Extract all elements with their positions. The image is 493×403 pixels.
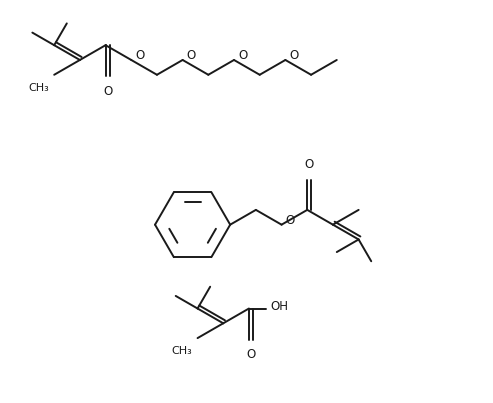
Text: CH₃: CH₃ — [29, 83, 49, 93]
Text: O: O — [285, 214, 295, 227]
Text: O: O — [135, 48, 144, 62]
Text: CH₃: CH₃ — [172, 346, 193, 356]
Text: O: O — [305, 158, 314, 171]
Text: OH: OH — [271, 300, 289, 313]
Text: O: O — [103, 85, 112, 98]
Text: O: O — [289, 48, 299, 62]
Text: O: O — [246, 349, 255, 361]
Text: O: O — [238, 48, 247, 62]
Text: O: O — [186, 48, 196, 62]
